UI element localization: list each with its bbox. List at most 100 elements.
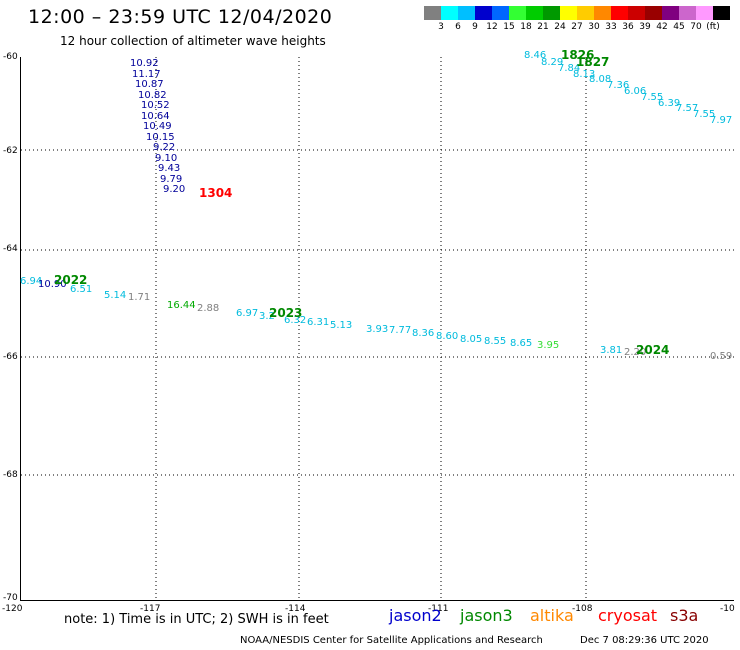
color-scale-label: 42	[656, 22, 668, 32]
wave-height-value: 8.36	[412, 328, 435, 339]
wave-height-value: 7.55	[641, 92, 664, 103]
wave-height-value: 3.81	[600, 345, 623, 356]
color-swatch	[577, 6, 594, 20]
color-swatch	[696, 6, 713, 20]
wave-height-value: 6.94	[20, 276, 43, 287]
wave-height-value: 7.77	[389, 325, 412, 336]
credit-line: NOAA/NESDIS Center for Satellite Applica…	[240, 635, 543, 646]
color-swatch	[475, 6, 492, 20]
wave-height-value: 7.57	[676, 103, 699, 114]
latitude-label: -66	[3, 352, 18, 362]
color-swatch	[628, 6, 645, 20]
wave-height-value: 10.52	[141, 100, 170, 111]
wave-height-value: 7.55	[693, 109, 716, 120]
wave-height-value: 6.31	[307, 317, 330, 328]
longitude-label: -10	[720, 604, 735, 614]
mission-altika: altika	[530, 606, 574, 625]
wave-height-color-scale	[424, 6, 730, 20]
color-swatch	[611, 6, 628, 20]
mission-jason2: jason2	[389, 606, 442, 625]
longitude-label: -120	[2, 604, 23, 614]
color-swatch	[713, 6, 730, 20]
wave-height-value: 2.20	[624, 347, 647, 358]
latitude-label: -70	[3, 593, 18, 603]
color-scale-label: 70	[690, 22, 702, 32]
wave-height-value: 3.95	[537, 340, 560, 351]
longitude-label: -108	[572, 604, 593, 614]
color-scale-label: 9	[472, 22, 478, 32]
wave-height-value: 6.51	[70, 284, 93, 295]
wave-height-value: 1.71	[128, 292, 151, 303]
color-swatch	[560, 6, 577, 20]
pass-number: 2022	[54, 273, 88, 287]
wave-height-value: 9.79	[160, 173, 183, 185]
latitude-label: -68	[3, 470, 18, 480]
pass-number: 1304	[199, 186, 233, 200]
wave-height-value: 10.90	[38, 279, 67, 290]
wave-height-value: 6.32	[284, 315, 307, 326]
color-scale-label: 12	[486, 22, 498, 32]
wave-height-value: 10.87	[135, 79, 164, 90]
units-note: note: 1) Time is in UTC; 2) SWH is in fe…	[64, 612, 329, 627]
wave-height-value: 10.15	[146, 131, 175, 143]
color-swatch	[679, 6, 696, 20]
wave-height-value: 9.20	[163, 184, 186, 195]
wave-height-value: 8.55	[484, 336, 507, 347]
color-scale-label: 30	[588, 22, 600, 32]
color-swatch	[509, 6, 526, 20]
wave-height-value: 8.05	[460, 334, 483, 345]
mission-s3a: s3a	[670, 606, 699, 625]
generated-timestamp: Dec 7 08:29:36 UTC 2020	[580, 635, 709, 646]
wave-height-value: 9.10	[155, 152, 178, 164]
color-scale-label: (ft)	[706, 22, 720, 32]
wave-height-value: 11.17	[132, 68, 161, 80]
wave-height-value: 7.36	[607, 80, 630, 91]
wave-height-value: 6.97	[236, 308, 259, 319]
mission-cryosat: cryosat	[598, 606, 658, 625]
wave-height-value: 0.59	[710, 351, 733, 362]
color-scale-label: 27	[571, 22, 583, 32]
color-scale-label: 36	[622, 22, 634, 32]
latitude-label: -64	[3, 244, 18, 254]
wave-height-value: 6.39	[658, 98, 681, 109]
wave-height-value: 7.84	[558, 63, 581, 74]
wave-height-value: 8.08	[589, 74, 612, 85]
wave-height-value: 8.29	[541, 57, 564, 68]
grid-lines	[21, 57, 734, 600]
wave-height-value: 9.43	[158, 163, 181, 174]
wave-height-value: 2.88	[197, 303, 220, 314]
color-swatch	[441, 6, 458, 20]
mission-jason3: jason3	[460, 606, 513, 625]
wave-height-value: 5.14	[104, 290, 127, 301]
wave-height-value: 8.46	[524, 50, 547, 61]
pass-number: 1826	[561, 48, 595, 62]
color-scale-label: 3	[438, 22, 444, 32]
color-scale-label: 24	[554, 22, 566, 32]
color-swatch	[645, 6, 662, 20]
wave-height-value: 10.92	[130, 58, 159, 69]
wave-height-value: 3.2	[259, 311, 275, 322]
wave-height-value: 9.22	[153, 142, 176, 153]
color-swatch	[594, 6, 611, 20]
color-swatch	[424, 6, 441, 20]
longitude-label: -117	[140, 604, 161, 614]
color-swatch	[543, 6, 560, 20]
color-scale-label: 18	[520, 22, 532, 32]
map-subtitle: 12 hour collection of altimeter wave hei…	[60, 34, 326, 48]
map-plot-area	[20, 57, 734, 601]
color-scale-label: 15	[503, 22, 515, 32]
color-swatch	[526, 6, 543, 20]
pass-number: 1827	[576, 55, 610, 69]
color-swatch	[458, 6, 475, 20]
longitude-label: -114	[285, 604, 306, 614]
color-swatch	[492, 6, 509, 20]
wave-height-value: 3.93	[366, 324, 389, 335]
wave-height-value: 8.13	[573, 69, 596, 80]
latitude-label: -62	[3, 146, 18, 156]
pass-number: 2024	[636, 343, 670, 357]
wave-height-value: 6.06	[624, 86, 647, 97]
color-scale-label: 45	[673, 22, 685, 32]
wave-height-value: 8.65	[510, 338, 533, 349]
wave-height-value: 10.64	[141, 110, 170, 122]
map-title: 12:00 – 23:59 UTC 12/04/2020	[28, 6, 333, 28]
